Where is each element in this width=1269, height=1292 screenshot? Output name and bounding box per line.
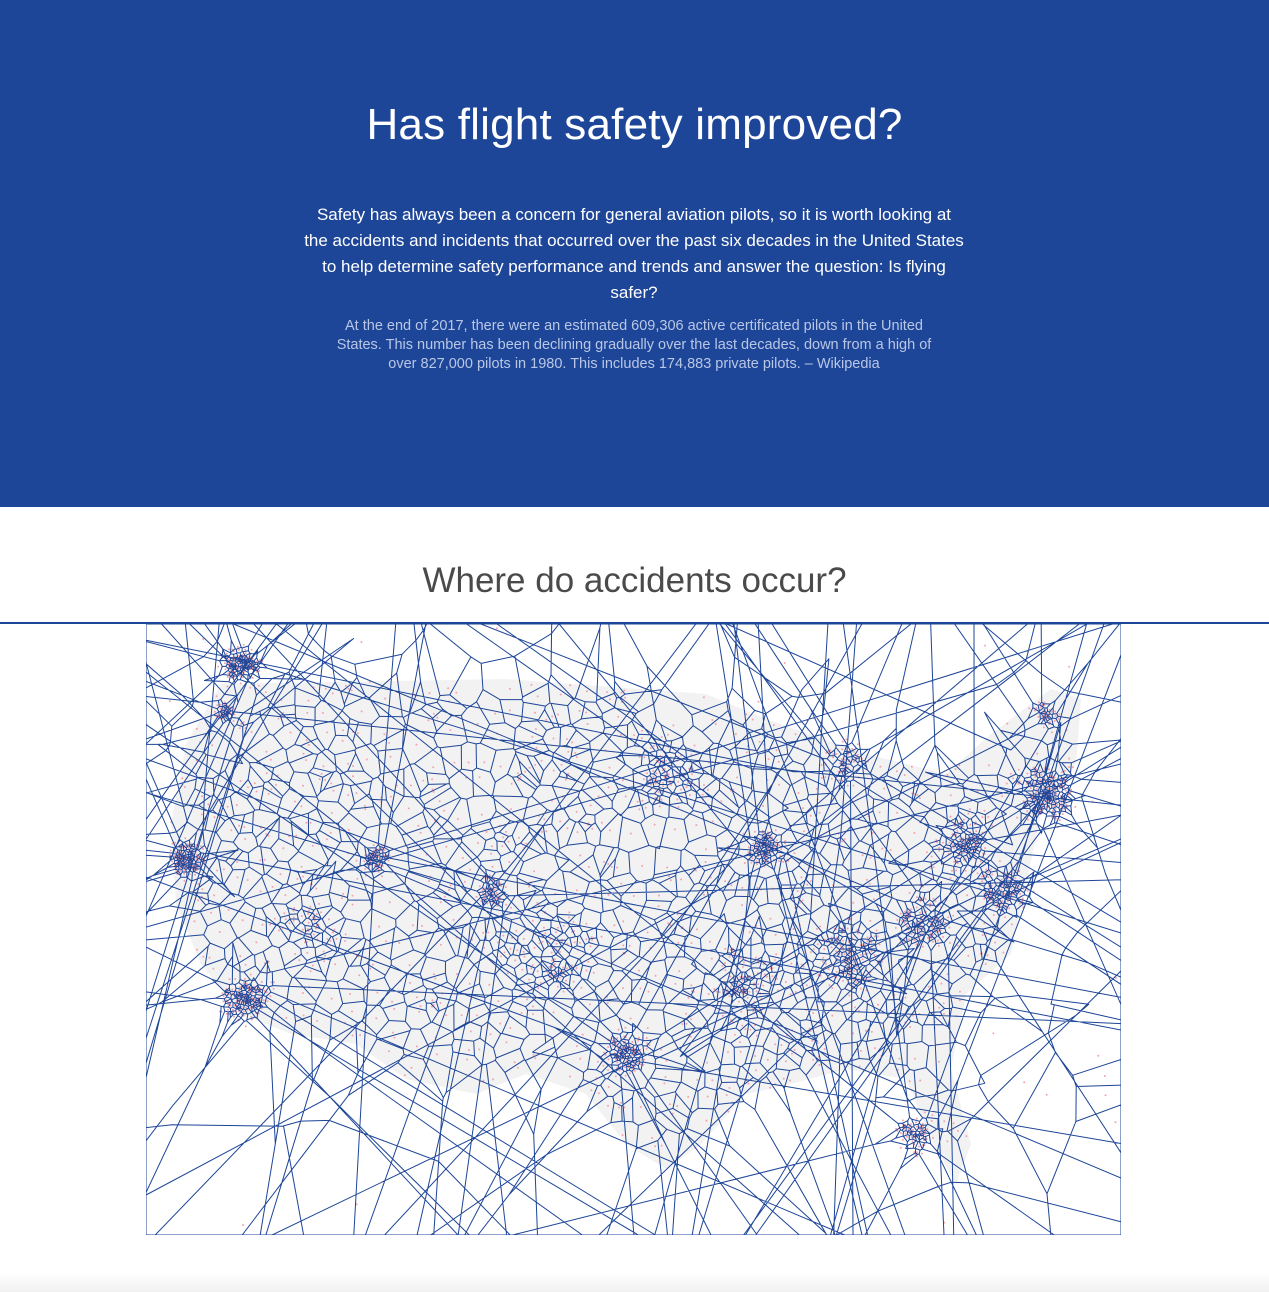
accident-voronoi-map[interactable] [146,624,1121,1235]
voronoi-cell-edges [146,624,1121,1235]
section-title: Where do accidents occur? [422,561,847,600]
page-footer-strip [0,1272,1269,1292]
wikipedia-quote: At the end of 2017, there were an estima… [336,318,932,372]
voronoi-cells [146,624,1121,1235]
page-title: Has flight safety improved? [366,100,903,149]
hero-banner: Has flight safety improved? Safety has a… [0,0,1269,507]
intro-paragraph: Safety has always been a concern for gen… [304,205,964,302]
section-divider [0,622,1269,624]
